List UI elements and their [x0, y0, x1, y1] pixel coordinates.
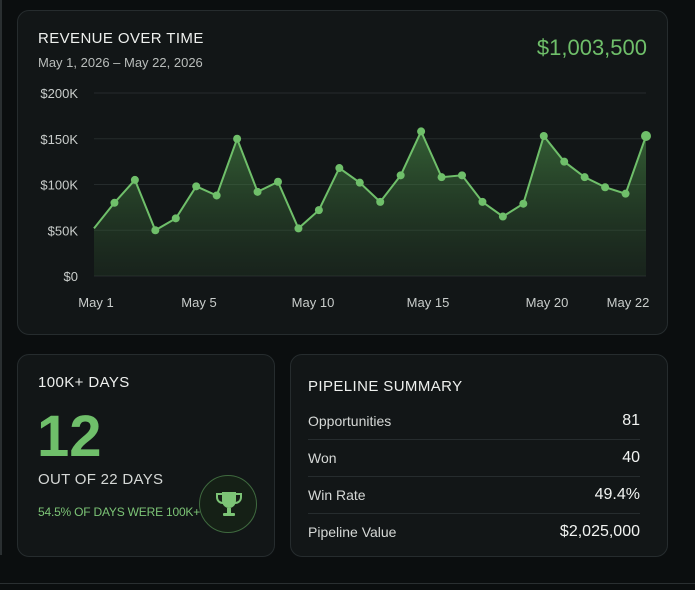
- data-point: [560, 157, 569, 166]
- data-point: [212, 191, 221, 200]
- kpi-note: 54.5% OF DAYS WERE 100K+: [38, 505, 201, 519]
- data-point: [253, 187, 262, 196]
- revenue-card: REVENUE OVER TIME May 1, 2026 – May 22, …: [17, 10, 668, 335]
- data-point: [478, 197, 487, 206]
- data-point: [458, 171, 466, 180]
- kpi-title: 100K+ DAYS: [38, 374, 130, 391]
- kpi-subtitle: OUT OF 22 DAYS: [38, 471, 164, 488]
- data-point: [192, 182, 201, 191]
- bottom-divider: [0, 583, 695, 584]
- revenue-total: $1,003,500: [536, 35, 647, 60]
- data-point: [314, 206, 323, 215]
- data-point: [130, 175, 139, 184]
- data-point: [110, 198, 119, 207]
- x-tick-label: May 22: [607, 295, 650, 310]
- data-point: [519, 199, 528, 208]
- y-tick-label: $200K: [40, 86, 78, 101]
- revenue-line: [93, 128, 647, 232]
- data-point: [498, 212, 507, 221]
- data-point: [580, 173, 589, 182]
- kpi-card: 100K+ DAYS 12 OUT OF 22 DAYS 54.5% OF DA…: [17, 354, 275, 557]
- data-point: [233, 134, 242, 143]
- pipeline-label: Opportunities: [308, 413, 392, 429]
- pipeline-card: PIPELINE SUMMARY Opportunities 81 Won 40…: [290, 354, 668, 557]
- data-point: [355, 178, 364, 187]
- pipeline-row-pipeline-value: Pipeline Value $2,025,000: [308, 514, 640, 550]
- y-tick-label: $50K: [48, 223, 79, 238]
- pipeline-value: $2,025,000: [559, 523, 640, 540]
- x-tick-label: May 1: [78, 295, 113, 310]
- y-tick-label: $150K: [40, 132, 78, 147]
- date-range: May 1, 2026 – May 22, 2026: [38, 55, 203, 70]
- y-tick-label: $0: [64, 269, 78, 284]
- data-point: [294, 224, 303, 233]
- pipeline-label: Pipeline Value: [308, 524, 397, 540]
- pipeline-title: PIPELINE SUMMARY: [308, 378, 463, 395]
- pipeline-label: Won: [308, 450, 337, 466]
- x-tick-label: May 5: [181, 295, 216, 310]
- pipeline-value: 40: [622, 449, 640, 466]
- pipeline-table: Opportunities 81 Won 40 Win Rate 49.4% P…: [308, 403, 640, 550]
- kpi-value: 12: [37, 404, 102, 469]
- pipeline-row-opportunities: Opportunities 81: [308, 403, 640, 440]
- revenue-chart: $0 $50K $100K $150K $200K May 1 May 5 May 10 Ma…: [40, 86, 651, 310]
- data-point: [417, 127, 426, 136]
- pipeline-label: Win Rate: [308, 487, 366, 503]
- data-point: [335, 164, 344, 173]
- data-point: [171, 214, 180, 223]
- pipeline-row-won: Won 40: [308, 440, 640, 477]
- trophy-badge: [199, 475, 257, 533]
- data-point: [376, 197, 385, 206]
- data-point: [539, 132, 548, 141]
- x-tick-label: May 20: [526, 295, 569, 310]
- revenue-title: REVENUE OVER TIME: [38, 30, 204, 47]
- data-point: [151, 226, 160, 235]
- data-point: [437, 173, 446, 182]
- trophy-icon: [216, 492, 242, 516]
- pipeline-row-win-rate: Win Rate 49.4%: [308, 477, 640, 514]
- pipeline-value: 49.4%: [594, 486, 640, 503]
- pipeline-value: 81: [622, 412, 640, 429]
- data-point: [274, 177, 282, 186]
- left-panel-edge: [0, 0, 2, 555]
- y-tick-label: $100K: [40, 178, 78, 193]
- x-tick-label: May 10: [292, 295, 335, 310]
- data-point: [641, 131, 651, 142]
- data-point: [601, 183, 610, 192]
- data-point: [396, 171, 405, 180]
- data-point: [621, 189, 630, 198]
- revenue-area: [94, 131, 646, 276]
- x-tick-label: May 15: [407, 295, 450, 310]
